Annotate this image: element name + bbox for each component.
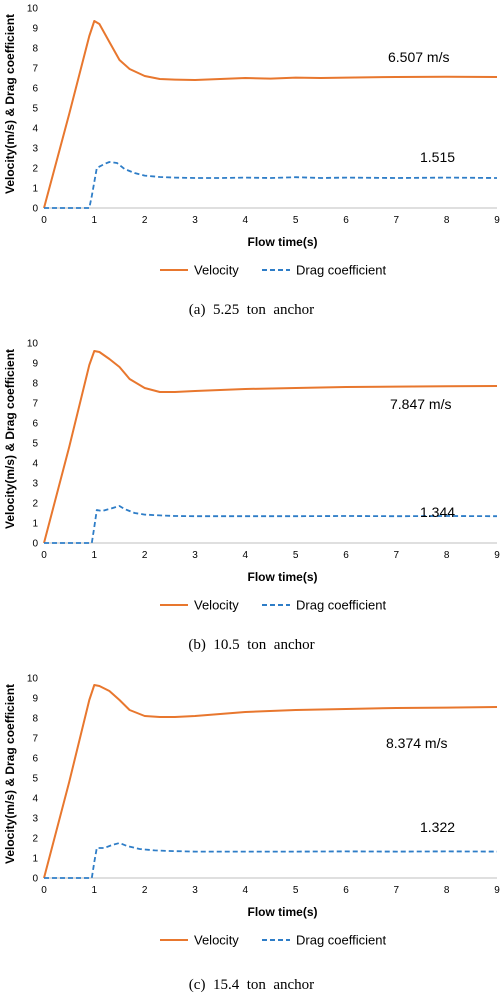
y-tick-label: 2	[32, 164, 38, 175]
x-tick-label: 7	[394, 885, 400, 896]
y-axis-title: Velocity(m/s) & Drag coefficient	[3, 349, 17, 529]
velocity-final-value-label: 6.507 m/s	[388, 49, 449, 65]
y-tick-label: 6	[32, 419, 38, 430]
chart-svg-b: 0 1 2 3 4 5 6 7 8 9 10 0 1 2 3 4 5 6 7 8 9 Flow time(s) Veloci…	[3, 339, 500, 613]
legend-velocity-label: Velocity	[194, 263, 239, 278]
y-tick-label: 2	[32, 834, 38, 845]
legend-drag-label: Drag coefficient	[296, 263, 386, 278]
y-tick-label: 7	[32, 399, 38, 410]
velocity-series-line	[43, 684, 498, 879]
x-tick-label: 7	[394, 215, 400, 226]
y-tick-label: 4	[32, 459, 38, 470]
drag-final-value-label: 1.344	[420, 504, 455, 520]
y-axis-title: Velocity(m/s) & Drag coefficient	[3, 684, 17, 864]
y-tick-label: 9	[32, 694, 38, 705]
y-tick-label: 1	[32, 184, 38, 195]
x-tick-label: 5	[293, 550, 299, 561]
x-axis-title: Flow time(s)	[247, 570, 317, 584]
chart-caption-b: (b) 10.5 ton anchor	[188, 637, 315, 653]
x-tick-label: 5	[293, 885, 299, 896]
x-tick-label: 5	[293, 215, 299, 226]
y-tick-label: 1	[32, 854, 38, 865]
x-tick-label: 7	[394, 550, 400, 561]
x-axis-title: Flow time(s)	[247, 905, 317, 919]
y-tick-label: 3	[32, 479, 38, 490]
x-tick-label: 8	[444, 885, 450, 896]
chart-svg-a: 0 1 2 3 4 5 6 7 8 9 10 0 1 2 3 4 5 6 7 8 9 Flow time(s) Veloci…	[3, 4, 500, 278]
x-tick-label: 3	[192, 215, 198, 226]
x-tick-label: 4	[243, 550, 249, 561]
x-tick-label: 9	[494, 550, 500, 561]
y-tick-label: 10	[27, 339, 39, 350]
x-tick-label: 0	[41, 215, 47, 226]
velocity-final-value-label: 7.847 m/s	[390, 396, 451, 412]
chart-caption-c: (c) 15.4 ton anchor	[188, 977, 315, 993]
x-tick-label: 6	[343, 550, 349, 561]
x-tick-label: 2	[142, 215, 148, 226]
y-tick-label: 0	[32, 539, 38, 550]
x-tick-label: 4	[243, 885, 249, 896]
chart-panel-c: 0 1 2 3 4 5 6 7 8 9 10 0 1 2 3 4 5 6 7 8 9 Flow time(s) Veloci…	[0, 670, 503, 1005]
y-tick-label: 0	[32, 204, 38, 215]
x-tick-label: 9	[494, 885, 500, 896]
y-tick-label: 10	[27, 4, 39, 15]
velocity-series-line	[43, 350, 498, 544]
x-tick-label: 1	[92, 550, 98, 561]
x-axis-title: Flow time(s)	[247, 235, 317, 249]
x-tick-label: 8	[444, 215, 450, 226]
drag-coefficient-series-line	[44, 842, 498, 879]
y-axis-title: Velocity(m/s) & Drag coefficient	[3, 14, 17, 194]
y-tick-label: 0	[32, 874, 38, 885]
y-tick-label: 9	[32, 24, 38, 35]
legend-drag-label: Drag coefficient	[296, 598, 386, 613]
x-tick-label: 3	[192, 885, 198, 896]
y-tick-label: 3	[32, 814, 38, 825]
legend-velocity-label: Velocity	[194, 933, 239, 948]
x-tick-label: 6	[343, 885, 349, 896]
legend-drag-label: Drag coefficient	[296, 933, 386, 948]
drag-coefficient-series-line	[44, 505, 498, 544]
y-tick-label: 8	[32, 714, 38, 725]
drag-coefficient-series-line	[44, 161, 498, 209]
legend-velocity-label: Velocity	[194, 598, 239, 613]
drag-final-value-label: 1.322	[420, 819, 455, 835]
velocity-series-line	[43, 20, 498, 209]
y-tick-label: 5	[32, 774, 38, 785]
x-tick-label: 4	[243, 215, 249, 226]
velocity-final-value-label: 8.374 m/s	[386, 735, 447, 751]
x-tick-label: 2	[142, 550, 148, 561]
x-tick-label: 0	[41, 885, 47, 896]
y-tick-label: 6	[32, 84, 38, 95]
y-tick-label: 9	[32, 359, 38, 370]
y-tick-label: 3	[32, 144, 38, 155]
y-tick-label: 8	[32, 44, 38, 55]
y-tick-label: 5	[32, 439, 38, 450]
x-tick-label: 1	[92, 885, 98, 896]
x-tick-label: 9	[494, 215, 500, 226]
y-tick-label: 10	[27, 674, 39, 685]
x-tick-label: 2	[142, 885, 148, 896]
x-tick-label: 0	[41, 550, 47, 561]
x-tick-label: 1	[92, 215, 98, 226]
chart-svg-c: 0 1 2 3 4 5 6 7 8 9 10 0 1 2 3 4 5 6 7 8 9 Flow time(s) Veloci…	[3, 674, 500, 948]
chart-caption-a: (a) 5.25 ton anchor	[188, 302, 315, 318]
y-tick-label: 4	[32, 124, 38, 135]
y-tick-label: 4	[32, 794, 38, 805]
x-tick-label: 3	[192, 550, 198, 561]
chart-panel-b: 0 1 2 3 4 5 6 7 8 9 10 0 1 2 3 4 5 6 7 8 9 Flow time(s) Veloci…	[0, 335, 503, 670]
y-tick-label: 2	[32, 499, 38, 510]
x-tick-label: 8	[444, 550, 450, 561]
y-tick-label: 6	[32, 754, 38, 765]
y-tick-label: 7	[32, 64, 38, 75]
y-tick-label: 7	[32, 734, 38, 745]
y-tick-label: 5	[32, 104, 38, 115]
drag-final-value-label: 1.515	[420, 149, 455, 165]
y-tick-label: 1	[32, 519, 38, 530]
y-tick-label: 8	[32, 379, 38, 390]
x-tick-label: 6	[343, 215, 349, 226]
chart-panel-a: 0 1 2 3 4 5 6 7 8 9 10 0 1 2 3 4 5 6 7 8 9 Flow time(s) Veloci…	[0, 0, 503, 335]
